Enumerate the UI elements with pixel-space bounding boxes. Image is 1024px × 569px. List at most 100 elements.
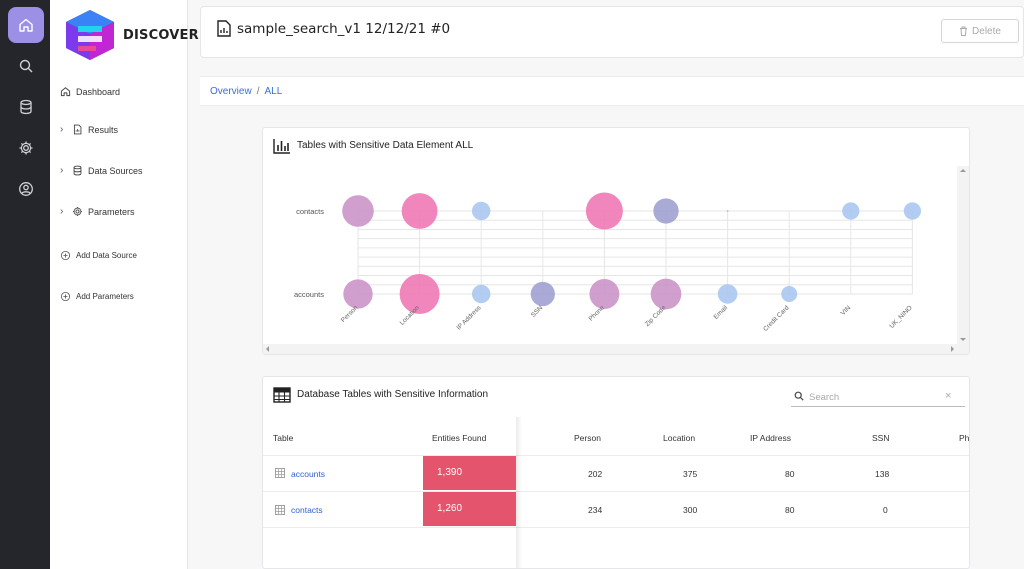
- sidebar-item-label: Add Parameters: [76, 292, 134, 301]
- search-input[interactable]: [809, 389, 939, 405]
- database-icon: [73, 165, 82, 176]
- document-icon: [73, 124, 82, 135]
- page-header: sample_search_v1 12/12/21 #0 Delete: [200, 6, 1024, 58]
- bubble-accounts-ip-address[interactable]: [471, 284, 491, 304]
- bubble-contacts-phone[interactable]: [585, 192, 623, 230]
- entities-found-cell: 1,260: [423, 492, 516, 526]
- sidebar-item-label: Parameters: [88, 206, 135, 217]
- page-title: sample_search_v1 12/12/21 #0: [237, 21, 451, 37]
- database-icon: [20, 99, 32, 115]
- home-nav-button[interactable]: [8, 7, 44, 43]
- horizontal-scrollbar[interactable]: [263, 344, 969, 354]
- gear-icon: [19, 141, 33, 155]
- row-divider: [263, 527, 969, 528]
- breadcrumb: Overview / ALL: [210, 86, 282, 97]
- sidebar-item-parameters[interactable]: › Parameters: [60, 206, 135, 217]
- location-cell: 375: [683, 469, 698, 479]
- location-cell: 300: [683, 505, 698, 515]
- bubble-accounts-credit-card[interactable]: [781, 286, 798, 302]
- search-icon: [19, 59, 33, 73]
- frozen-column-shadow: [516, 417, 522, 568]
- report-file-icon: [217, 20, 231, 37]
- column-header-ssn[interactable]: SSN: [872, 433, 890, 443]
- bubble-accounts-person[interactable]: [343, 279, 373, 309]
- ssn-cell: 138: [875, 469, 890, 479]
- column-header-phone[interactable]: Ph: [959, 433, 970, 443]
- sidebar-item-dashboard[interactable]: Dashboard: [60, 86, 120, 97]
- sidebar-item-label: Dashboard: [76, 86, 121, 97]
- sidebar-item-results[interactable]: › Results: [60, 124, 118, 135]
- sidebar-item-data-sources[interactable]: › Data Sources: [60, 165, 143, 176]
- x-tick-label: SSN: [530, 304, 545, 319]
- plus-circle-icon: [60, 250, 71, 261]
- chart-card: Tables with Sensitive Data Element ALL c…: [262, 127, 970, 355]
- table-card: Database Tables with Sensitive Informati…: [262, 376, 970, 569]
- table-title: Database Tables with Sensitive Informati…: [297, 389, 489, 400]
- home-icon: [60, 87, 71, 97]
- x-tick-label: Credit Card: [762, 304, 791, 333]
- bubble-contacts-zip-code[interactable]: [653, 198, 679, 224]
- breadcrumb-overview[interactable]: Overview: [210, 86, 252, 97]
- bar-chart-icon: [273, 139, 290, 154]
- user-circle-icon: [19, 182, 33, 196]
- table-icon: [275, 505, 285, 515]
- bubble-accounts-email[interactable]: [717, 284, 738, 304]
- database-nav-button[interactable]: [8, 89, 44, 125]
- bubble-contacts-location[interactable]: [401, 193, 438, 229]
- search-nav-button[interactable]: [8, 48, 44, 84]
- bubble-contacts-uk_nino[interactable]: [903, 202, 922, 220]
- entities-found-cell: 1,390: [423, 456, 516, 490]
- bubble-accounts-zip-code[interactable]: [650, 278, 682, 310]
- add-data-source-button[interactable]: Add Data Source: [60, 250, 137, 261]
- gear-icon: [73, 207, 82, 216]
- settings-nav-button[interactable]: [8, 130, 44, 166]
- bubble-contacts-ip-address[interactable]: [471, 201, 491, 221]
- chevron-right-icon[interactable]: ›: [60, 124, 64, 135]
- table-name-link[interactable]: accounts: [291, 469, 326, 479]
- chevron-right-icon[interactable]: ›: [60, 206, 64, 217]
- table-search: ×: [791, 387, 965, 407]
- column-header-ip-address[interactable]: IP Address: [750, 433, 791, 443]
- y-tick-label-accounts: accounts: [294, 290, 324, 299]
- sidebar-item-label: Results: [88, 124, 119, 135]
- bubble-accounts-ssn[interactable]: [530, 281, 555, 307]
- discover-logo: [66, 10, 114, 60]
- icon-rail: [0, 0, 50, 569]
- column-header-location[interactable]: Location: [663, 433, 696, 443]
- app-name: DISCOVER: [123, 28, 199, 43]
- table-name-link[interactable]: contacts: [291, 505, 323, 515]
- delete-button[interactable]: Delete: [941, 19, 1019, 43]
- column-header-person[interactable]: Person: [574, 433, 601, 443]
- home-icon: [19, 18, 33, 32]
- breadcrumb-current[interactable]: ALL: [264, 86, 283, 97]
- ip-address-cell: 80: [785, 469, 795, 479]
- breadcrumb-bar: Overview / ALL: [200, 76, 1024, 106]
- x-tick-label: IP Address: [456, 304, 484, 332]
- y-tick-label-contacts: contacts: [296, 207, 324, 216]
- x-tick-label: Email: [713, 304, 730, 321]
- add-parameters-button[interactable]: Add Parameters: [60, 291, 134, 302]
- column-header-entities[interactable]: Entities Found: [432, 433, 487, 443]
- clear-search-icon[interactable]: ×: [945, 390, 952, 402]
- person-cell: 202: [588, 469, 603, 479]
- bubble-contacts-person[interactable]: [342, 195, 374, 227]
- chart-title: Tables with Sensitive Data Element ALL: [297, 140, 474, 151]
- chevron-right-icon[interactable]: ›: [60, 165, 64, 176]
- table-grid-icon: [273, 387, 291, 403]
- breadcrumb-separator: /: [256, 86, 260, 97]
- profile-nav-button[interactable]: [8, 171, 44, 207]
- vertical-scrollbar[interactable]: [957, 166, 969, 346]
- column-header-table[interactable]: Table: [273, 433, 294, 443]
- plus-circle-icon: [60, 291, 71, 302]
- ip-address-cell: 80: [785, 505, 795, 515]
- x-tick-label: Person: [340, 304, 360, 324]
- bubble-contacts-vin[interactable]: [842, 202, 860, 220]
- bubble-accounts-location[interactable]: [399, 274, 440, 314]
- chart-grid: [357, 210, 913, 295]
- x-tick-label: UK_NINO: [888, 304, 913, 329]
- x-tick-label: Phone: [588, 304, 607, 323]
- row-divider: [263, 455, 969, 456]
- sidebar: DISCOVER Dashboard › Results › Data Sour…: [50, 0, 199, 569]
- bubble-accounts-phone[interactable]: [589, 279, 620, 309]
- bubble-contacts-email[interactable]: [726, 210, 729, 212]
